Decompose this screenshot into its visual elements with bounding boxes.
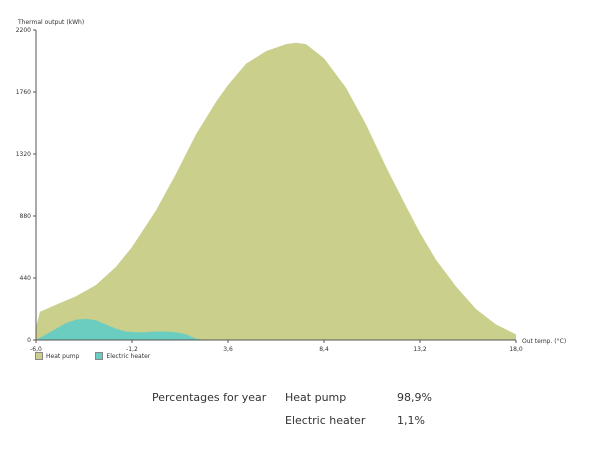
y-tick-label: 1760 bbox=[16, 89, 31, 96]
x-tick-label: 18,0 bbox=[509, 346, 523, 353]
legend-item-electric-heater: Electric heater bbox=[95, 352, 150, 360]
x-axis-title: Out temp. (°C) bbox=[522, 338, 566, 345]
x-tick-label: -1,2 bbox=[126, 346, 138, 353]
summary-value-heat-pump: 98,9% bbox=[397, 391, 432, 404]
x-tick-label: 3,6 bbox=[223, 346, 233, 353]
summary-label-heat-pump: Heat pump bbox=[285, 391, 347, 404]
heat-pump-swatch bbox=[35, 352, 43, 360]
y-tick-label: 440 bbox=[20, 275, 32, 282]
y-axis: 0 440 880 1320 1760 2200 bbox=[16, 27, 36, 344]
x-tick-label: 13,2 bbox=[413, 346, 427, 353]
y-tick-label: 880 bbox=[20, 213, 32, 220]
legend-item-heat-pump: Heat pump bbox=[35, 352, 79, 360]
summary-row-heat-pump: Percentages for year Heat pump 98,9% bbox=[152, 386, 457, 409]
thermal-output-chart: Thermal output (kWh) 0 440 880 1320 1760 2200… bbox=[16, 19, 566, 353]
y-tick-label: 0 bbox=[27, 337, 31, 344]
summary-title: Percentages for year bbox=[152, 391, 267, 404]
heat-pump-area bbox=[36, 42, 516, 340]
summary-label-electric-heater: Electric heater bbox=[285, 414, 366, 427]
x-tick-label: 8,4 bbox=[319, 346, 329, 353]
summary-row-electric-heater: Electric heater 1,1% bbox=[152, 409, 457, 432]
yearly-percentages: Percentages for year Heat pump 98,9% Ele… bbox=[152, 386, 457, 432]
y-tick-label: 1320 bbox=[16, 151, 31, 158]
x-tick-label: -6,0 bbox=[30, 346, 42, 353]
summary-value-electric-heater: 1,1% bbox=[397, 414, 425, 427]
plot-areas bbox=[36, 42, 516, 340]
legend: Heat pump Electric heater bbox=[35, 352, 150, 360]
y-axis-title: Thermal output (kWh) bbox=[17, 19, 84, 26]
electric-heater-swatch bbox=[95, 352, 104, 360]
y-tick-label: 2200 bbox=[16, 27, 31, 34]
legend-label-heat-pump: Heat pump bbox=[46, 352, 80, 360]
legend-label-electric-heater: Electric heater bbox=[106, 352, 151, 360]
electric-heater-area bbox=[36, 318, 216, 340]
